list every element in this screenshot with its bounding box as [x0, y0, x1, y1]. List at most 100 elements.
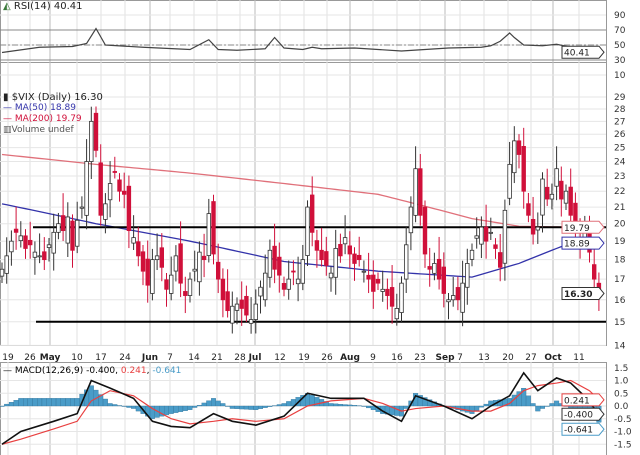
candle-body [540, 178, 545, 216]
candle-body [0, 268, 5, 277]
candle-body [27, 239, 33, 246]
candle-body [136, 241, 141, 257]
macd-histogram-bar [347, 404, 353, 407]
ma200-value: 19.79 [55, 114, 82, 124]
macd-histogram-bar [248, 405, 254, 410]
candle-body [187, 278, 193, 296]
candle-body [253, 303, 258, 320]
candle-body [309, 194, 315, 233]
candle-body [192, 268, 197, 272]
ma200-value-tag-box [561, 220, 605, 234]
candle-body [559, 180, 564, 200]
macd-histogram-bar [210, 398, 216, 407]
candle-icon: ▮ [3, 92, 9, 103]
rsi-tick-label: 90 [614, 11, 626, 21]
macd-histogram-bar [74, 398, 80, 407]
macd-histogram-bar [342, 404, 348, 407]
macd-line [1, 371, 600, 445]
x-tick-label: 27 [525, 353, 536, 363]
ma50-value: 18.89 [50, 103, 76, 113]
rsi-value: 40.41 [53, 1, 83, 12]
macd-legend: — MACD(12,26,9) -0.400, 0.241, -0.641 [3, 366, 182, 376]
candle-body [4, 255, 9, 274]
x-tick-label: 14 [188, 353, 200, 363]
candle-body [51, 231, 56, 254]
candle-body [549, 193, 555, 200]
macd-histogram-bar [102, 398, 108, 407]
candle-body [103, 203, 108, 220]
macd-histogram-bar [163, 405, 169, 416]
x-tick-label: 19 [2, 353, 14, 363]
candle-body [9, 240, 14, 253]
price-tick-label: 17 [614, 275, 625, 285]
ma50-value-tag-box [561, 236, 605, 250]
macd-histogram-bar [225, 405, 231, 407]
candle-body [413, 168, 418, 216]
candle-body [436, 258, 442, 280]
candle-body [42, 251, 47, 261]
candle-body [262, 272, 268, 301]
macd-histogram-bar [112, 404, 118, 407]
macd-histogram-bar [8, 402, 14, 407]
x-tick-label: Oct [544, 353, 562, 363]
macd-histogram-bar [178, 405, 184, 412]
candle-body [356, 254, 362, 261]
candle-body [154, 255, 160, 261]
macd-histogram-bar [337, 404, 343, 407]
candle-body [488, 231, 493, 234]
macd-histogram-bar [234, 405, 240, 409]
candle-body [545, 186, 550, 200]
candle-body [93, 112, 99, 151]
candle-body [408, 206, 414, 234]
price-value-tag: 16.30 [564, 290, 592, 300]
candle-body [37, 255, 42, 258]
candle-body [164, 279, 169, 290]
candle-body [568, 186, 573, 216]
x-tick-label: 12 [274, 353, 285, 363]
candle-body [291, 270, 296, 273]
candle-body [230, 305, 235, 324]
macd-histogram-bar [394, 405, 400, 416]
macd-histogram-bar [27, 398, 33, 407]
candle-body [300, 259, 305, 284]
candle-body [46, 244, 52, 248]
macd-histogram-bar [478, 405, 484, 408]
x-tick-label: 11 [573, 353, 584, 363]
candle-body [56, 223, 61, 233]
candle-body [375, 278, 381, 284]
candle-body [277, 256, 282, 276]
candle-body [563, 190, 569, 204]
candle-body [131, 237, 136, 244]
macd-histogram-bar [196, 405, 202, 407]
rsi-tick-label: 30 [614, 56, 626, 66]
x-tick-label: May [40, 353, 61, 363]
candle-body [206, 213, 211, 256]
price-tick-label: 19 [614, 237, 626, 247]
candle-body [389, 287, 395, 307]
price-tick-label: 18 [614, 256, 626, 266]
macd-histogram-bar [60, 398, 66, 407]
price-title: $VIX (Daily) [11, 92, 71, 103]
candle-body [295, 278, 301, 285]
macd-histogram-bar [121, 405, 127, 407]
macd-tick-label: -1.5 [614, 440, 632, 450]
macd-histogram-bar [4, 403, 10, 407]
x-tick-label: 21 [211, 353, 222, 363]
price-legend: ▮ $VIX (Daily) 16.30 — MA(50) 18.89 — MA… [3, 92, 103, 135]
candle-body [258, 286, 263, 297]
macd-histogram-bar [192, 405, 198, 408]
x-tick-label: Jun [141, 353, 158, 363]
x-tick-label: 19 [298, 353, 310, 363]
rsi-value-tag: 40.41 [564, 49, 590, 59]
macd-histogram-bar [55, 398, 61, 407]
macd-histogram-bar [549, 403, 555, 407]
macd-histogram-bar [366, 405, 372, 409]
candle-body [248, 319, 254, 324]
macd-histogram-bar [351, 405, 357, 407]
x-tick-label: 28 [234, 353, 246, 363]
x-tick-label: Jul [248, 353, 262, 363]
candle-body [399, 282, 404, 313]
candle-body [122, 190, 127, 195]
macd-histogram-bar [276, 404, 282, 407]
macd-tick-label: 0.0 [614, 402, 629, 412]
